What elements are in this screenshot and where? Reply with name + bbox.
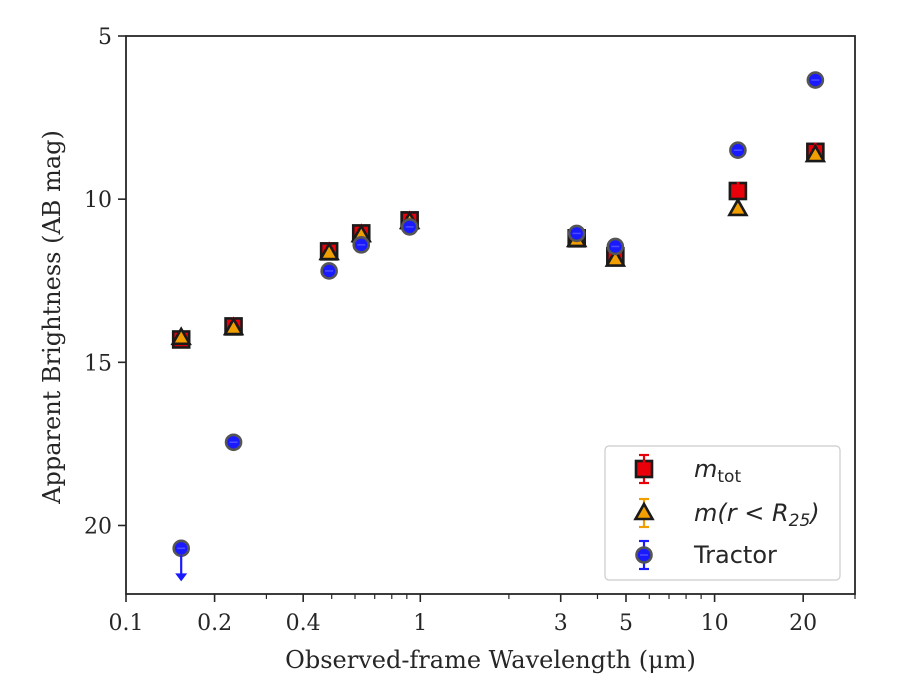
triangle-marker [170,326,192,346]
plot-frame [125,35,856,595]
x-axis-label: Observed-frame Wavelength (μm) [285,646,696,674]
triangle-point [727,197,749,217]
upper-limit-arrow-head [175,573,188,582]
triangle-marker [727,197,749,217]
circle-point [320,262,338,280]
circle-point [567,224,586,243]
triangle-point [170,326,192,346]
circle-point [352,236,371,254]
y-tick-label: 10 [84,188,112,213]
triangle-point [804,143,827,163]
legend-label: m(r < R25) [694,499,820,531]
circle-point [806,71,825,89]
legend-marker [635,546,653,564]
legend-marker [633,501,655,521]
y-tick-label: 20 [84,514,112,539]
triangle-point [604,247,627,267]
triangle-marker [222,316,245,336]
circle-point [606,237,625,256]
chart-marks [170,71,827,582]
legend-item: mtot [634,453,741,487]
x-tick-label: 20 [789,611,817,636]
legend-item: m(r < R25) [633,497,820,531]
axis-ticks: 0.1 0.2 0.4 1 3 5 10 20 5 10 15 20 [84,25,856,636]
legend-item: Tractor [635,539,777,571]
x-tick-label: 5 [619,611,633,636]
triangle-point [318,241,340,261]
y-axis-label: Apparent Brightness (AB mag) [38,130,66,505]
triangle-marker [804,143,827,163]
y-tick-label: 15 [84,351,112,376]
x-tick-label: 1 [413,611,427,636]
square-point [728,181,748,201]
legend-box [604,445,841,581]
x-tick-label: 10 [701,611,729,636]
y-tick-label: 5 [98,25,112,50]
legend-marker [634,459,654,479]
circle-point [400,218,419,236]
legend-label: Tractor [693,541,777,569]
triangle-marker [318,241,340,261]
x-tick-label: 0.2 [197,611,232,636]
triangle-marker [604,247,627,267]
circle-point [172,539,190,582]
legend: mtot m(r < R25) Tractor [604,445,841,581]
x-tick-label: 0.4 [286,611,321,636]
x-tick-label: 0.1 [109,611,144,636]
circle-point [224,433,243,452]
x-tick-label: 3 [554,611,568,636]
triangle-marker [633,501,655,521]
triangle-point [222,316,245,336]
legend-label: mtot [694,455,741,487]
circle-point [729,141,747,160]
